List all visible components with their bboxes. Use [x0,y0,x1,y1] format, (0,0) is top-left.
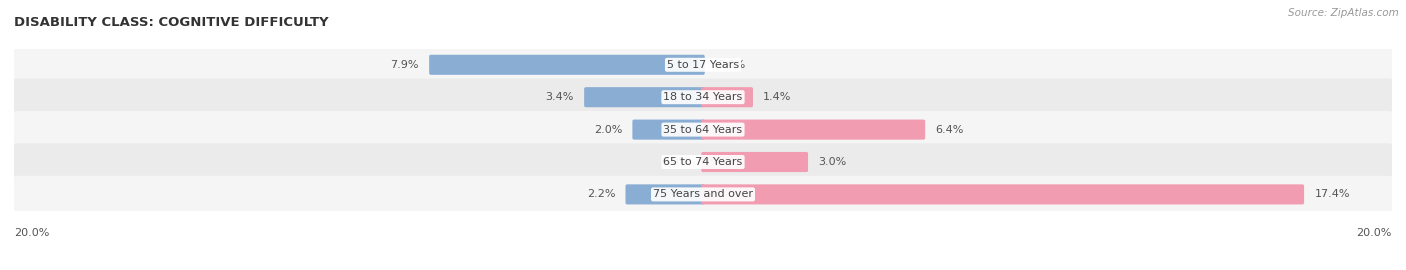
Text: 2.2%: 2.2% [586,189,616,200]
Text: 65 to 74 Years: 65 to 74 Years [664,157,742,167]
FancyBboxPatch shape [626,184,704,204]
FancyBboxPatch shape [13,176,1393,213]
Text: 20.0%: 20.0% [1357,228,1392,238]
FancyBboxPatch shape [702,87,754,107]
FancyBboxPatch shape [13,46,1393,83]
FancyBboxPatch shape [13,79,1393,116]
FancyBboxPatch shape [702,120,925,140]
Text: 35 to 64 Years: 35 to 64 Years [664,124,742,135]
Text: 3.0%: 3.0% [818,157,846,167]
Text: 5 to 17 Years: 5 to 17 Years [666,60,740,70]
Text: 17.4%: 17.4% [1315,189,1350,200]
Text: 6.4%: 6.4% [935,124,965,135]
Text: 2.0%: 2.0% [593,124,621,135]
Text: 20.0%: 20.0% [14,228,49,238]
FancyBboxPatch shape [583,87,704,107]
Text: 3.4%: 3.4% [546,92,574,102]
FancyBboxPatch shape [429,55,704,75]
FancyBboxPatch shape [702,152,808,172]
Text: DISABILITY CLASS: COGNITIVE DIFFICULTY: DISABILITY CLASS: COGNITIVE DIFFICULTY [14,15,329,29]
FancyBboxPatch shape [633,120,704,140]
Text: 0.0%: 0.0% [717,60,745,70]
FancyBboxPatch shape [702,184,1305,204]
Text: 18 to 34 Years: 18 to 34 Years [664,92,742,102]
Text: 7.9%: 7.9% [391,60,419,70]
FancyBboxPatch shape [13,143,1393,181]
FancyBboxPatch shape [13,111,1393,148]
Text: 1.4%: 1.4% [763,92,792,102]
Text: Source: ZipAtlas.com: Source: ZipAtlas.com [1288,8,1399,18]
Text: 75 Years and over: 75 Years and over [652,189,754,200]
Text: 0.0%: 0.0% [661,157,689,167]
